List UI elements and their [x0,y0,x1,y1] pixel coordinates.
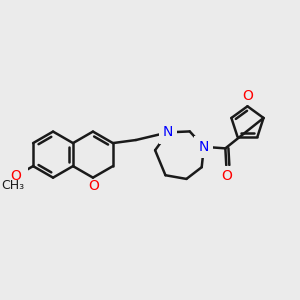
Text: N: N [199,140,209,154]
Text: O: O [221,169,232,183]
Text: O: O [242,88,253,103]
Text: O: O [88,179,99,193]
Text: CH₃: CH₃ [2,179,25,192]
Text: O: O [11,169,21,183]
Text: N: N [163,125,173,140]
